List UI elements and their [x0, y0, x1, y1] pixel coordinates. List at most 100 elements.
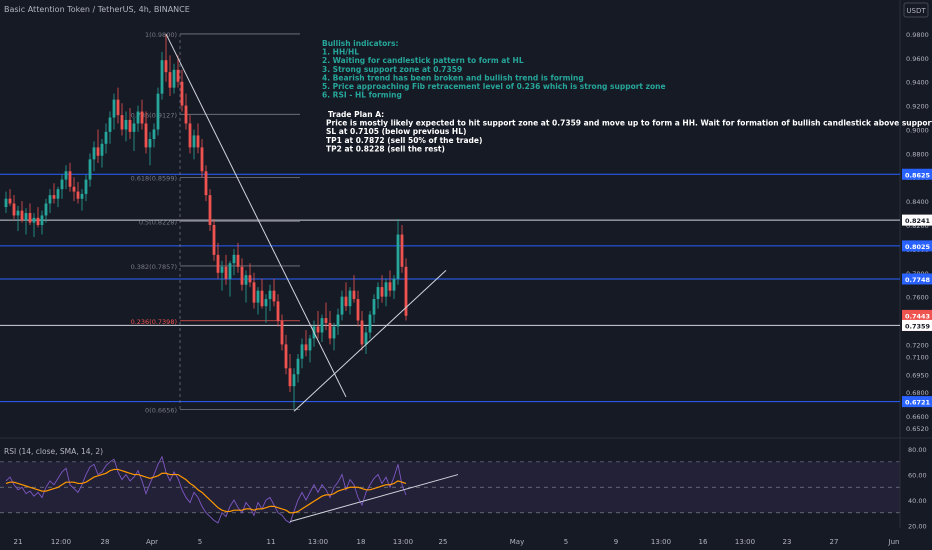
candle-body	[400, 234, 404, 267]
candle-body	[388, 282, 392, 291]
trade-plan-text: Price is mostly likely expected to hit s…	[326, 119, 932, 128]
candle-body	[384, 282, 388, 297]
candle-body	[212, 225, 216, 255]
candle-body	[220, 266, 224, 273]
rsi-tick-label: 60.00	[908, 472, 927, 480]
candle-body	[168, 72, 172, 88]
trade-plan-text: SL at 0.7105 (below previous HL)	[326, 127, 466, 136]
candle-body	[4, 198, 8, 208]
time-tick-label: 27	[830, 538, 839, 546]
fib-level-label: 0.5(0.8228)	[139, 219, 177, 227]
candle-body	[136, 111, 140, 124]
currency-label: USDT	[906, 7, 926, 15]
candle-body	[52, 195, 56, 199]
candle-body	[60, 179, 64, 190]
candle-body	[96, 147, 100, 156]
time-tick-label: Apr	[146, 538, 158, 546]
candle-body	[16, 210, 20, 216]
bullish-indicator-text: Bullish indicators:	[322, 39, 398, 48]
candle-body	[316, 326, 320, 333]
candle-body	[124, 119, 128, 130]
candle-body	[116, 99, 120, 116]
price-tick-label: 0.6800	[906, 389, 929, 397]
time-tick-label: 16	[699, 538, 708, 546]
candle-body	[184, 105, 188, 124]
trade-plan-text: TP2 at 0.8228 (sell the rest)	[326, 144, 445, 153]
candle-body	[64, 171, 68, 180]
price-label-box	[902, 214, 932, 226]
candle-body	[352, 290, 356, 300]
candle-body	[208, 195, 212, 225]
price-label-text: 0.8025	[905, 243, 931, 251]
candle-body	[268, 290, 272, 300]
rsi-line	[5, 455, 407, 524]
candle-body	[180, 81, 184, 106]
candle-body	[264, 299, 268, 307]
time-tick-label: 13:00	[651, 538, 671, 546]
price-tick-label: 0.6950	[906, 371, 929, 379]
price-label-box	[902, 396, 932, 408]
time-tick-label: Jun	[888, 538, 900, 546]
price-tick-label: 0.9200	[906, 103, 929, 111]
time-tick-label: 12:00	[51, 538, 71, 546]
candle-body	[292, 374, 296, 387]
candle-body	[76, 191, 80, 199]
candle-body	[404, 266, 408, 316]
candle-body	[8, 198, 12, 204]
candle-body	[320, 318, 324, 333]
time-tick-label: 13:00	[735, 538, 755, 546]
candle-body	[340, 296, 344, 315]
horizontal-levels	[0, 173, 900, 403]
candle-body	[284, 344, 288, 369]
time-tick-label: 18	[357, 538, 366, 546]
fib-level-label: 0.786(0.9127)	[131, 111, 177, 119]
candles	[4, 33, 408, 409]
candle-body	[100, 143, 104, 156]
price-label-box	[902, 240, 932, 252]
candle-body	[164, 60, 168, 73]
time-tick-label: May	[510, 538, 524, 546]
rsi-tick-label: 80.00	[908, 446, 927, 454]
annotations: Bullish indicators:1. HH/HL2. Waiting fo…	[322, 39, 932, 153]
candle-body	[248, 275, 252, 283]
price-label-text: 0.8625	[905, 171, 931, 179]
price-tick-label: 0.7600	[906, 294, 929, 302]
candle-body	[44, 203, 48, 216]
time-tick-label: 21	[14, 538, 23, 546]
candle-body	[228, 263, 232, 279]
candle-body	[380, 287, 384, 297]
candle-body	[392, 278, 396, 291]
time-tick-label: 28	[101, 538, 110, 546]
candle-body	[28, 213, 32, 223]
axes: 0.9800 0.9600 0.9400 0.9200 0.9000 0.8800 0.86…	[14, 31, 932, 546]
candle-body	[84, 179, 88, 194]
candle-body	[244, 275, 248, 285]
fib-retracement: 1(0.9800) 0.786(0.9127) 0.618(0.8599) 0.5(0…	[131, 31, 300, 414]
candle-body	[128, 119, 132, 132]
candle-body	[260, 290, 264, 307]
price-label-text: 0.7443	[905, 312, 930, 320]
candle-body	[200, 147, 204, 172]
candle-body	[72, 186, 76, 192]
candle-body	[272, 290, 276, 302]
rsi-sma-line	[5, 468, 407, 514]
time-tick-label: 25	[439, 538, 448, 546]
candle-body	[232, 254, 236, 264]
price-tick-label: 0.9000	[906, 126, 929, 134]
fib-level-label: 0.236(0.7398)	[131, 318, 177, 326]
time-tick-label: 13:00	[308, 538, 328, 546]
candle-body	[68, 171, 72, 187]
price-tick-label: 0.6520	[906, 425, 929, 433]
candle-body	[368, 314, 372, 333]
bullish-indicator-text: 3. Strong support zone at 0.7359	[322, 65, 462, 74]
currency-badge[interactable]	[903, 2, 929, 18]
trend-line	[165, 33, 347, 398]
candle-body	[108, 117, 112, 132]
candle-body	[256, 290, 260, 303]
candle-body	[240, 266, 244, 285]
candle-body	[188, 123, 192, 148]
time-tick-label: 5	[198, 538, 202, 546]
candle-body	[152, 129, 156, 140]
candle-body	[24, 213, 28, 221]
